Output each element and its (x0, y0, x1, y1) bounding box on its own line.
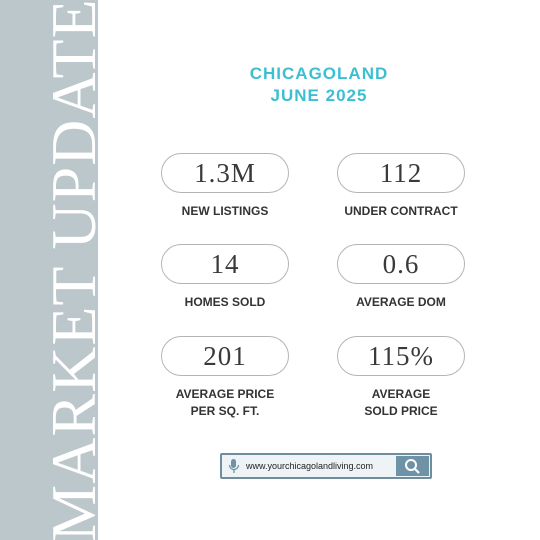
search-bar[interactable]: www.yourchicagolandliving.com (220, 453, 432, 479)
search-text: www.yourchicagolandliving.com (246, 461, 374, 471)
header-date: JUNE 2025 (270, 86, 368, 105)
stat-value: 1.3M (161, 153, 289, 193)
stat-label: NEW LISTINGS (140, 203, 310, 220)
stat-value: 201 (161, 336, 289, 376)
stat-label-line: AVERAGE PRICE (175, 387, 275, 401)
search-icon (405, 459, 420, 474)
stat-label-line: PER SQ. FT. (190, 404, 260, 418)
sidebar-title: MARKET UPDATE (38, 0, 98, 540)
stat-label: AVERAGE SOLD PRICE (316, 386, 486, 420)
stat-label-line: HOMES SOLD (184, 295, 266, 309)
stat-value: 112 (337, 153, 465, 193)
stat-label-line: AVERAGE (371, 387, 431, 401)
stat-label-line: SOLD PRICE (364, 404, 438, 418)
stat-label: HOMES SOLD (140, 294, 310, 311)
stat-label: UNDER CONTRACT (316, 203, 486, 220)
stat-label-line: NEW LISTINGS (181, 204, 269, 218)
search-button[interactable] (396, 456, 429, 476)
sidebar: MARKET UPDATE (0, 0, 98, 540)
mic-icon (228, 459, 240, 473)
stat-label-line: UNDER CONTRACT (344, 204, 458, 218)
stat-label: AVERAGE DOM (316, 294, 486, 311)
stat-label: AVERAGE PRICE PER SQ. FT. (140, 386, 310, 420)
stat-value: 115% (337, 336, 465, 376)
stat-value: 0.6 (337, 244, 465, 284)
header-title: CHICAGOLAND (249, 64, 389, 83)
stat-label-line: AVERAGE DOM (356, 295, 446, 309)
stat-value: 14 (161, 244, 289, 284)
